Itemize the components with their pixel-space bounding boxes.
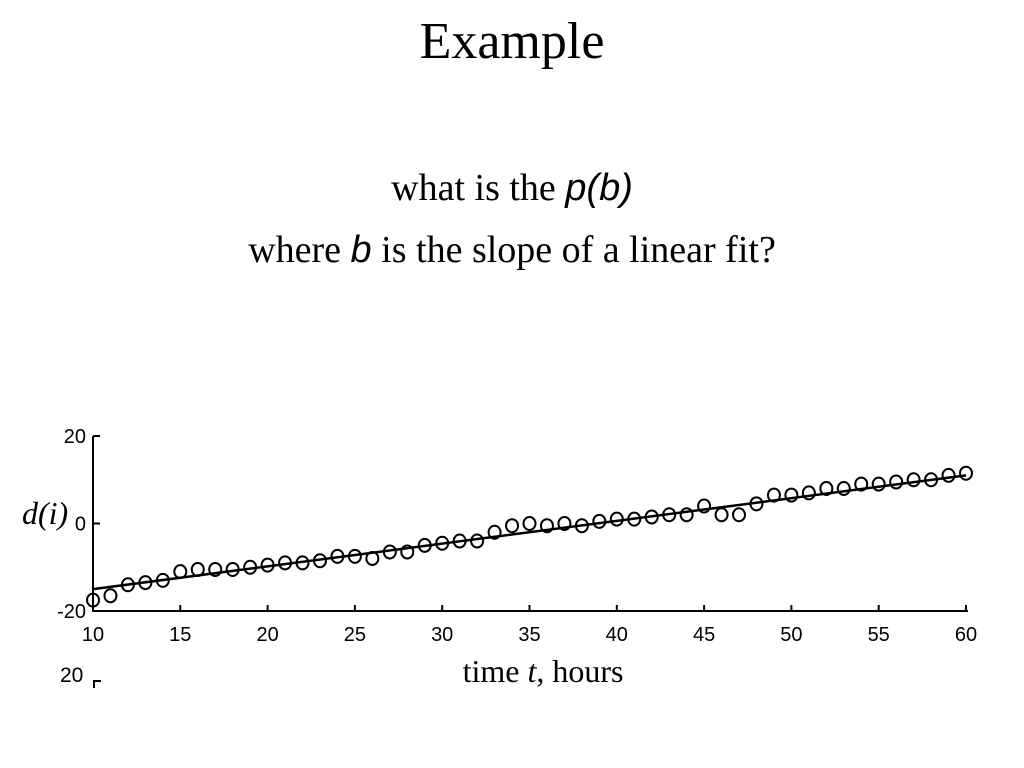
data-point <box>906 472 921 488</box>
x-tick-label: 50 <box>780 624 802 646</box>
scatter-plot: 10 15 20 25 30 35 40 45 50 55 60 20 0 -20 <box>57 426 977 646</box>
data-point <box>400 544 415 560</box>
data-point <box>452 533 467 549</box>
y-label-prefix: d( <box>22 495 49 531</box>
data-point <box>260 557 275 573</box>
data-point <box>732 507 747 523</box>
data-point <box>522 516 537 531</box>
data-point <box>959 465 973 481</box>
question-line-2: where b is the slope of a linear fit? <box>0 228 1024 272</box>
data-point <box>801 485 816 501</box>
data-point <box>138 575 153 591</box>
data-point <box>330 548 345 564</box>
x-tick-label: 30 <box>431 624 453 646</box>
data-point <box>208 561 223 577</box>
stray-tick-label: 20 <box>60 664 84 686</box>
question-text-after: is the slope of a linear fit? <box>371 229 776 271</box>
y-label-index: i <box>48 495 58 531</box>
data-point <box>539 518 554 534</box>
data-point <box>941 467 956 483</box>
data-point <box>382 544 397 560</box>
data-point <box>435 535 450 551</box>
data-point <box>417 537 432 553</box>
x-tick-label: 10 <box>82 624 104 646</box>
x-tick-label: 55 <box>868 624 890 646</box>
symbol-p-of-b: p(b) <box>565 167 633 209</box>
data-point <box>173 564 188 580</box>
data-point <box>697 498 712 514</box>
data-point <box>819 481 834 496</box>
data-point <box>592 513 607 529</box>
data-point <box>312 553 327 569</box>
axes: 10 15 20 25 30 35 40 45 50 55 60 20 0 -20 <box>57 426 977 646</box>
fit-line <box>92 474 967 591</box>
y-tick-label: 0 <box>75 514 86 536</box>
data-point <box>155 572 170 588</box>
slide-title: Example <box>419 13 605 70</box>
x-tick-label: 20 <box>256 624 278 646</box>
data-point <box>679 507 694 523</box>
y-axis-label: d(i) <box>22 495 68 532</box>
data-points <box>86 465 973 608</box>
fit-line-layer <box>92 474 967 591</box>
x-tick-label: 45 <box>693 624 715 646</box>
data-point <box>225 561 240 577</box>
stray-tick-mark <box>93 680 101 688</box>
data-point <box>662 507 677 523</box>
question-line-1: what is the p(b) <box>0 166 1024 210</box>
x-label-variable: t <box>527 653 537 689</box>
data-point <box>190 561 205 577</box>
x-tick-label: 40 <box>606 624 628 646</box>
data-point <box>470 533 485 549</box>
data-point <box>278 555 293 571</box>
data-point <box>557 516 572 531</box>
data-point <box>574 518 589 534</box>
x-tick-label: 60 <box>955 624 977 646</box>
symbol-b: b <box>350 229 372 271</box>
data-point <box>627 511 642 527</box>
data-point <box>784 487 799 503</box>
data-point <box>714 507 729 523</box>
x-label-text: time <box>462 653 528 689</box>
x-axis-label: time t, hours <box>0 653 1024 690</box>
data-point <box>854 476 869 492</box>
question-text: what is the <box>391 167 566 209</box>
question-text-before: where <box>248 229 351 271</box>
y-tick-label: -20 <box>57 601 86 623</box>
x-label-unit: , hours <box>536 653 624 689</box>
y-label-suffix: ) <box>57 495 69 531</box>
data-point <box>889 474 904 490</box>
data-point <box>924 472 939 488</box>
data-point <box>644 509 659 525</box>
x-tick-label: 25 <box>344 624 366 646</box>
data-point <box>243 559 258 575</box>
data-point <box>749 496 764 512</box>
data-point <box>505 518 520 534</box>
data-point <box>103 588 118 604</box>
data-point <box>295 555 310 571</box>
data-point <box>365 551 380 566</box>
data-point <box>609 511 624 527</box>
data-point <box>86 592 100 608</box>
data-point <box>120 577 135 593</box>
data-point <box>871 476 886 492</box>
data-point <box>836 481 851 496</box>
data-point <box>347 548 362 564</box>
data-point <box>487 524 502 540</box>
data-point <box>766 487 781 503</box>
x-tick-label: 35 <box>518 624 540 646</box>
y-tick-label: 20 <box>64 426 86 448</box>
x-tick-label: 15 <box>169 624 191 646</box>
